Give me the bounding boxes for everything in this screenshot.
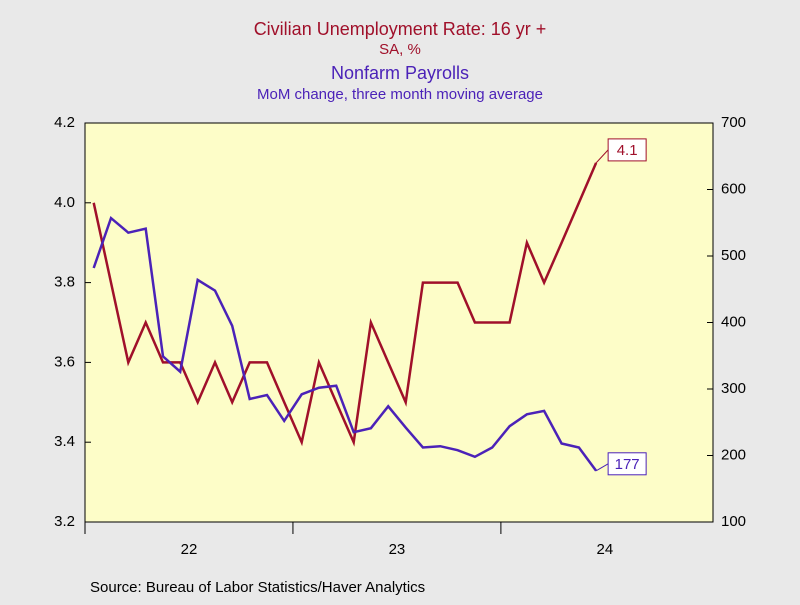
value-label: 177 <box>615 456 640 473</box>
y-tick-label: 4.2 <box>54 114 75 131</box>
x-tick-label: 24 <box>597 541 614 558</box>
y-tick-label: 3.2 <box>54 513 75 530</box>
subtitle: MoM change, three month moving average <box>257 86 543 103</box>
y2-tick-label: 700 <box>721 114 746 131</box>
y-tick-label: 3.4 <box>54 433 75 450</box>
y2-tick-label: 300 <box>721 380 746 397</box>
title: Civilian Unemployment Rate: 16 yr + <box>254 19 547 39</box>
title: Nonfarm Payrolls <box>331 63 469 83</box>
y-tick-label: 3.8 <box>54 274 75 291</box>
y-tick-label: 4.0 <box>54 194 75 211</box>
value-label-box <box>607 138 647 162</box>
label-leader <box>595 149 609 164</box>
y2-tick-label: 200 <box>721 446 746 463</box>
y2-tick-label: 600 <box>721 180 746 197</box>
y2-tick-label: 400 <box>721 313 746 330</box>
x-tick-label: 23 <box>389 541 406 558</box>
y-tick-label: 3.6 <box>54 353 75 370</box>
y2-tick-label: 100 <box>721 513 746 530</box>
series-line <box>92 162 598 447</box>
x-tick-label: 22 <box>181 541 198 558</box>
series-line <box>92 215 598 472</box>
value-label: 4.1 <box>617 142 638 159</box>
subtitle: SA, % <box>379 41 421 58</box>
label-leader <box>595 463 609 472</box>
source: Source: Bureau of Labor Statistics/Haver… <box>90 579 425 596</box>
y2-tick-label: 500 <box>721 247 746 264</box>
value-label-box <box>607 452 647 476</box>
